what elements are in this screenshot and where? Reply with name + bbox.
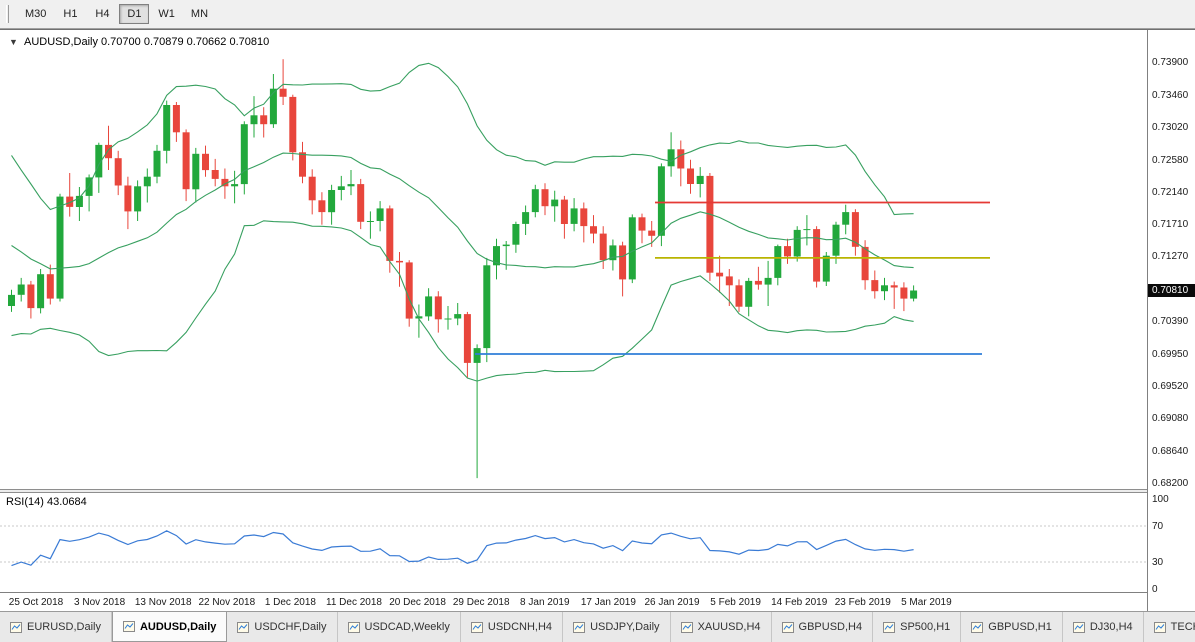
time-axis-label: 26 Jan 2019: [644, 597, 700, 608]
chart-tab-icon: [237, 621, 250, 633]
chart-tab-audusd[interactable]: AUDUSD,Daily: [111, 612, 228, 642]
price-axis-label: 0.68200: [1152, 478, 1189, 490]
chart-tab-icon: [883, 621, 896, 633]
chart-tab-icon: [347, 621, 360, 633]
price-axis-label: 0.70390: [1152, 316, 1189, 328]
price-axis-label: 0.69080: [1152, 413, 1189, 425]
one-click-trading-icon[interactable]: ▼: [9, 37, 18, 47]
time-axis-label: 3 Nov 2018: [74, 597, 126, 608]
timeframe-toolbar: M30 H1 H4 D1 W1 MN: [0, 0, 1195, 29]
chart-tab-label: USDCNH,H4: [487, 621, 553, 633]
time-axis-label: 25 Oct 2018: [8, 597, 64, 608]
chart-tab-label: XAUUSD,H4: [697, 621, 761, 633]
chart-tab-label: SP500,H1: [900, 621, 951, 633]
bollinger-band-line: [11, 220, 914, 382]
timeframe-button-h4[interactable]: H4: [95, 8, 110, 20]
chart-tab-label: USDCAD,Weekly: [364, 621, 450, 633]
chart-tab-label: GBPUSD,H1: [988, 621, 1052, 633]
rsi-indicator-legend: RSI(14) 43.0684: [6, 496, 87, 508]
time-axis-label: 5 Mar 2019: [901, 597, 952, 608]
pane-splitter[interactable]: [0, 489, 1195, 493]
chart-tab-icon: [781, 621, 794, 633]
time-axis-label: 1 Dec 2018: [264, 597, 316, 608]
price-axis-label: 0.68640: [1152, 445, 1189, 457]
current-price-badge: 0.70810: [1148, 283, 1195, 297]
price-axis-label: 0.69520: [1152, 380, 1189, 392]
price-axis-label: 0.71270: [1152, 251, 1189, 263]
chart-tab-tech100[interactable]: TECH100,H1: [1143, 612, 1195, 642]
timeframe-button-w1[interactable]: W1: [158, 8, 175, 20]
chart-legend: AUDUSD,Daily 0.70700 0.70879 0.70662 0.7…: [24, 36, 270, 48]
chart-tab-usdchf[interactable]: USDCHF,Daily: [227, 612, 338, 642]
chart-tab-icon: [10, 621, 22, 633]
rsi-axis-label: 30: [1152, 557, 1164, 568]
bollinger-band-line: [11, 62, 914, 216]
chart-tab-icon: [680, 621, 693, 633]
rsi-axis-label: 70: [1152, 521, 1164, 532]
chart-tab-xauusd[interactable]: XAUUSD,H4: [670, 612, 772, 642]
price-axis-label: 0.72140: [1152, 187, 1189, 199]
price-axis-label: 0.71710: [1152, 218, 1189, 230]
chart-tab-label: USDJPY,Daily: [590, 621, 660, 633]
timeframe-button-m30[interactable]: M30: [25, 8, 47, 20]
time-axis-label: 5 Feb 2019: [710, 597, 761, 608]
time-axis-label: 14 Feb 2019: [771, 597, 828, 608]
chart-window: ▼ AUDUSD,Daily 0.70700 0.70879 0.70662 0…: [0, 29, 1195, 612]
rsi-line: [11, 530, 914, 567]
price-chart-canvas[interactable]: [0, 30, 1146, 489]
chart-tab-icon: [1072, 621, 1085, 633]
price-axis-label: 0.73020: [1152, 122, 1189, 134]
time-axis-label: 8 Jan 2019: [520, 597, 570, 608]
chart-tab-label: EURUSD,Daily: [27, 621, 101, 633]
timeframe-button-h1[interactable]: H1: [63, 8, 78, 20]
chart-tab-usdcad[interactable]: USDCAD,Weekly: [337, 612, 461, 642]
chart-tab-sp500[interactable]: SP500,H1: [873, 612, 962, 642]
toolbar-grip-icon[interactable]: [6, 5, 9, 23]
time-axis-label: 20 Dec 2018: [389, 597, 446, 608]
chart-tab-label: AUDUSD,Daily: [139, 620, 217, 633]
chart-tab-label: USDCHF,Daily: [254, 621, 327, 633]
chart-tab-label: GBPUSD,H4: [798, 621, 863, 633]
chart-tab-icon: [971, 621, 984, 633]
rsi-axis-label: 100: [1152, 494, 1169, 505]
time-axis-label: 29 Dec 2018: [452, 597, 510, 608]
time-axis-label: 11 Dec 2018: [326, 597, 382, 608]
chart-tab-usdcnh[interactable]: USDCNH,H4: [460, 612, 564, 642]
price-axis-label: 0.73900: [1152, 57, 1189, 69]
time-axis[interactable]: 25 Oct 2018 3 Nov 2018 13 Nov 2018 22 Nov 2…: [0, 592, 1147, 612]
time-axis-label: 13 Nov 2018: [134, 597, 192, 608]
price-axis-label: 0.73460: [1152, 89, 1189, 101]
timeframe-button-mn[interactable]: MN: [190, 8, 209, 20]
chart-tab-label: DJ30,H4: [1089, 621, 1133, 633]
chart-tab-usdjpy[interactable]: USDJPY,Daily: [563, 612, 671, 642]
price-axis-label: 0.69950: [1152, 349, 1189, 360]
chart-tab-label: TECH100,H1: [1170, 621, 1195, 633]
price-axis-label: 0.72580: [1152, 154, 1189, 166]
timeframe-button-d1[interactable]: D1: [119, 4, 150, 24]
rsi-axis-label: 0: [1152, 584, 1158, 595]
chart-tab-gbpusd[interactable]: GBPUSD,H4: [771, 612, 874, 642]
time-axis-label: 22 Nov 2018: [198, 597, 256, 608]
time-axis-label: 23 Feb 2019: [834, 597, 891, 608]
rsi-chart-canvas[interactable]: [0, 493, 1146, 592]
chart-tab-icon: [573, 621, 586, 633]
time-axis-label: 17 Jan 2019: [580, 597, 636, 608]
candlesticks: [8, 59, 918, 479]
chart-tab-eurusd[interactable]: EURUSD,Daily: [0, 612, 112, 642]
bollinger-band-line: [11, 152, 914, 270]
timeframe-buttons: M30 H1 H4 D1 W1 MN: [18, 4, 215, 24]
chart-tabs-bar: EURUSD,Daily AUDUSD,Daily USDCHF,Daily USDC…: [0, 611, 1195, 642]
price-axis[interactable]: 0.73900 0.73460 0.73020 0.72580 0.72140 0.717…: [1147, 30, 1195, 612]
chart-tab-dj30[interactable]: DJ30,H4: [1062, 612, 1144, 642]
chart-tab-icon: [470, 621, 483, 633]
chart-tab-gbpusd[interactable]: GBPUSD,H1: [961, 612, 1063, 642]
chart-tab-icon: [122, 621, 135, 632]
chart-tab-icon: [1153, 621, 1166, 633]
